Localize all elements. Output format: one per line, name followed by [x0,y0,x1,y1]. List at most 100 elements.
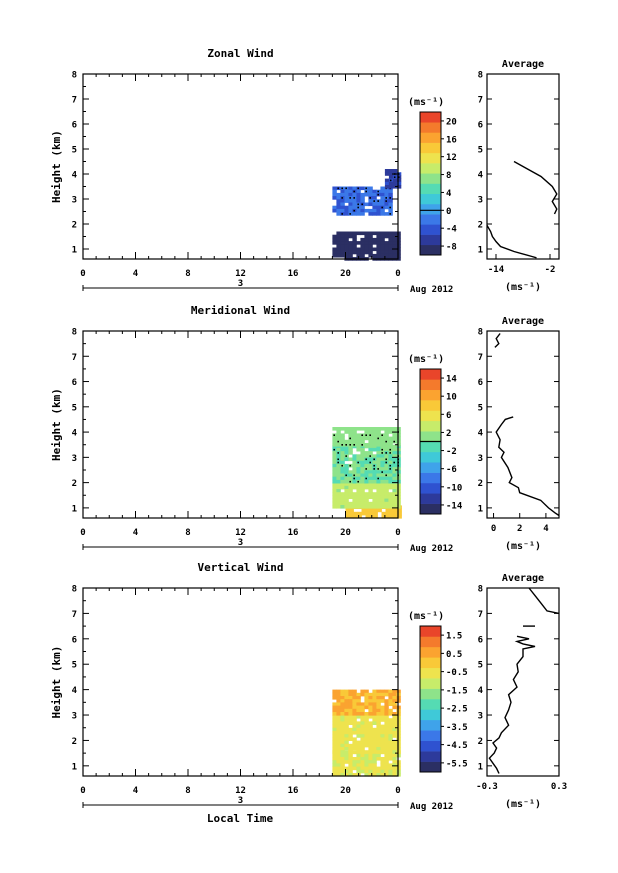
heatmap-cell [372,708,377,713]
heatmap-cell [340,721,345,725]
heatmap-cell [352,737,357,741]
heatmap-cell [356,196,361,200]
profile-title: Average [502,573,544,584]
heatmap-cell [364,244,369,248]
profile-y-tick-label: 6 [478,635,483,645]
colorbar-swatch [420,730,441,742]
heatmap-cell [360,501,365,506]
y-axis-label: Height (km) [50,646,63,719]
heatmap-cell [356,439,361,444]
heatmap-cell [360,199,365,203]
date-label: Aug 2012 [410,544,453,554]
heatmap-cell [392,498,397,503]
heatmap-cell [376,460,381,465]
heatmap-cell [352,763,357,767]
heatmap-cell [376,743,381,748]
heatmap-cell [356,241,361,245]
heatmap-cell [392,479,397,484]
heatmap-cell [356,492,361,496]
heatmap-cell [384,178,390,183]
colorbar-tick-label: -5.5 [446,759,468,769]
y-tick-label: 3 [72,196,77,206]
heatmap-cell [336,212,341,216]
heatmap-cell [336,727,341,732]
heatmap-cell [352,482,357,487]
heatmap-cell [336,470,341,474]
heatmap-cell [388,766,393,771]
heatmap-cell [344,743,349,748]
heatmap-cell [392,482,397,487]
heatmap-cell [348,734,353,738]
heatmap-cell [336,692,341,697]
profile-y-tick-label: 8 [478,71,483,81]
heatmap-cell [360,231,365,236]
heatmap-cell [368,439,373,444]
heatmap-cell [340,457,345,462]
heatmap-cell [384,740,389,745]
heatmap-stipple [345,187,347,190]
heatmap-cell [340,189,345,194]
colorbar-tick-label: 20 [446,117,457,127]
heatmap-cell [332,734,337,738]
heatmap-cell [388,501,393,506]
heatmap-cell [332,715,337,719]
colorbar-swatch [420,626,441,637]
colorbar-swatch [420,761,441,773]
heatmap-stipple [373,458,375,461]
heatmap-cell [365,515,370,519]
heatmap-cell [384,721,389,725]
heatmap-cell [376,498,381,503]
heatmap-cell [364,479,369,484]
heatmap-cell [344,470,349,474]
heatmap-stipple [337,452,339,454]
heatmap-stipple [353,197,355,199]
heatmap-cell [388,712,393,716]
heatmap-cell [344,718,349,722]
heatmap-cell [332,470,337,474]
heatmap-cell [352,427,357,431]
heatmap-cell [332,443,337,447]
heatmap-cell [376,247,381,252]
y-tick-label: 1 [72,246,77,256]
heatmap-cell [344,241,349,245]
heatmap-cell [388,439,393,444]
heatmap-cell [340,202,345,207]
heatmap-cell [352,740,357,745]
heatmap-cell [344,696,349,700]
heatmap-cell [348,689,353,694]
colorbar-swatch [420,132,441,143]
heatmap-cell [388,234,393,239]
heatmap-stipple [345,444,347,446]
heatmap-cell [380,727,385,732]
heatmap-stipple [349,480,351,483]
heatmap-cell [352,470,357,474]
heatmap-cell [360,737,365,741]
heatmap-cell [368,253,373,258]
heatmap-cell [332,721,337,725]
heatmap-cell [348,712,353,716]
heatmap-cell [368,186,373,191]
heatmap-cell [372,476,377,481]
heatmap-cell [368,724,373,729]
heatmap-cell [356,427,361,431]
heatmap-cell [340,760,345,764]
colorbar-swatch [420,244,441,256]
heatmap-stipple [377,477,379,480]
heatmap-cell [344,231,349,236]
heatmap-cell [336,250,341,255]
heatmap-cell [384,189,389,194]
heatmap-cell [384,760,389,764]
heatmap-stipple [345,474,347,477]
heatmap-cell [356,231,361,236]
heatmap-stipple [365,458,367,461]
heatmap-cell [336,492,341,496]
profile-x-tick-label: 0.3 [551,782,567,792]
heatmap-cell [344,702,349,706]
heatmap-cell [352,689,357,694]
colorbar-tick-label: -0.5 [446,668,468,678]
heatmap-cell [364,715,369,719]
heatmap-cell [344,724,349,729]
heatmap-cell [388,185,394,189]
